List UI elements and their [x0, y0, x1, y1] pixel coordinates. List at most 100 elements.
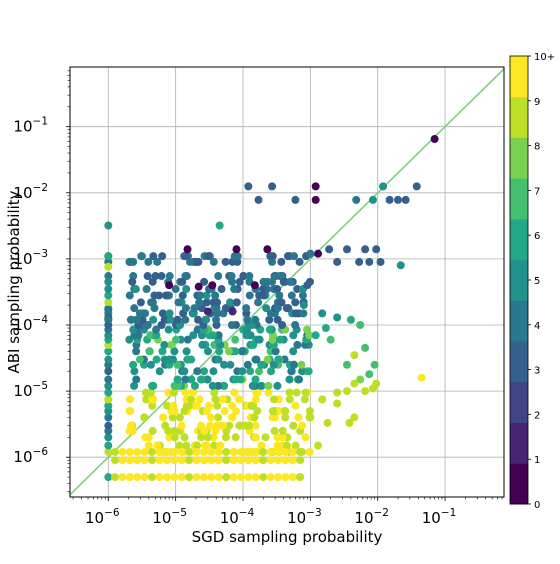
- scatter-point: [303, 325, 311, 334]
- colorbar-tick-label: 7: [534, 186, 540, 197]
- scatter-point: [304, 367, 313, 376]
- scatter-point: [104, 331, 113, 340]
- scatter-point: [177, 456, 186, 465]
- scatter-point: [235, 395, 244, 404]
- scatter-point: [430, 135, 439, 144]
- scatter-point: [169, 401, 178, 410]
- scatter-point: [306, 413, 315, 422]
- scatter-point: [153, 441, 162, 450]
- scatter-point: [133, 456, 142, 465]
- scatter-point: [274, 407, 283, 415]
- scatter-point: [197, 421, 206, 430]
- scatter-point: [125, 473, 134, 482]
- scatter-point: [227, 272, 236, 281]
- colorbar-segment: [510, 218, 528, 261]
- scatter-point: [190, 381, 199, 390]
- scatter-point: [275, 291, 284, 300]
- scatter-point: [288, 447, 297, 456]
- scatter-point: [131, 285, 140, 294]
- scatter-point: [164, 325, 173, 334]
- scatter-point: [187, 395, 196, 404]
- scatter-point: [185, 473, 194, 482]
- scatter-point: [251, 421, 260, 430]
- scatter-point: [148, 456, 157, 465]
- scatter-point: [256, 381, 265, 390]
- scatter-point: [297, 360, 306, 369]
- colorbar-tick-label: 2: [534, 410, 540, 421]
- scatter-point: [243, 360, 252, 369]
- scatter-point: [127, 421, 136, 430]
- scatter-point: [350, 413, 359, 422]
- scatter-point: [125, 407, 134, 415]
- scatter-point: [212, 315, 221, 324]
- scatter-point: [140, 413, 149, 422]
- scatter-point: [180, 367, 189, 376]
- scatter-point: [274, 473, 283, 482]
- scatter-point: [352, 195, 361, 204]
- scatter-point: [158, 347, 167, 356]
- scatter-point: [170, 347, 179, 356]
- scatter-point: [128, 277, 137, 286]
- scatter-point: [195, 298, 204, 307]
- scatter-point: [182, 441, 191, 450]
- colorbar: 0 1 2 3 4 5 6 7 8 9 10+: [509, 52, 555, 511]
- scatter-point: [209, 433, 218, 442]
- scatter-point: [129, 360, 138, 369]
- scatter-point: [368, 195, 377, 204]
- scatter-point: [118, 456, 127, 465]
- scatter-point: [155, 291, 164, 300]
- scatter-point: [246, 367, 255, 376]
- scatter-point: [182, 347, 191, 356]
- scatter-point: [204, 401, 213, 410]
- scatter-point: [104, 381, 113, 390]
- scatter-point: [171, 285, 180, 294]
- scatter-point: [104, 262, 113, 271]
- scatter-point: [141, 388, 150, 397]
- scatter-point: [298, 367, 307, 376]
- scatter-point: [111, 456, 120, 465]
- scatter-point: [259, 291, 268, 300]
- scatter-point: [269, 395, 278, 404]
- scatter-point: [171, 335, 180, 344]
- scatter-point: [166, 315, 175, 324]
- scatter-point: [266, 456, 275, 465]
- scatter-point: [393, 195, 402, 204]
- scatter-point: [129, 257, 138, 266]
- scatter-point: [104, 315, 113, 324]
- colorbar-tick-label: 5: [534, 276, 540, 287]
- scatter-point: [104, 298, 113, 307]
- scatter-point: [401, 195, 410, 204]
- scatter-point: [183, 245, 192, 254]
- scatter-point: [181, 315, 190, 324]
- scatter-point: [272, 272, 281, 281]
- scatter-point: [311, 331, 320, 340]
- scatter-point: [203, 307, 212, 316]
- scatter-point: [289, 347, 298, 356]
- scatter-point: [255, 335, 264, 344]
- scatter-point: [220, 360, 229, 369]
- scatter-point: [185, 447, 194, 456]
- scatter-point: [376, 257, 385, 266]
- scatter-point: [333, 313, 342, 322]
- scatter-point: [274, 447, 283, 456]
- scatter-point: [251, 456, 260, 465]
- scatter-point: [361, 387, 370, 396]
- scatter-point: [289, 252, 298, 261]
- scatter-point: [209, 367, 218, 376]
- scatter-point: [244, 456, 253, 465]
- colorbar-tick-label: 9: [534, 97, 540, 108]
- scatter-point: [379, 182, 388, 191]
- scatter-point: [173, 360, 182, 369]
- scatter-point: [211, 291, 220, 300]
- scatter-point: [300, 395, 309, 404]
- scatter-point: [208, 381, 217, 390]
- scatter-point: [228, 401, 237, 410]
- scatter-point: [279, 277, 288, 286]
- scatter-point: [203, 375, 212, 384]
- scatter-point: [281, 456, 290, 465]
- scatter-point: [237, 347, 246, 356]
- scatter-point: [242, 421, 251, 430]
- scatter-point: [146, 331, 155, 340]
- scatter-point: [257, 360, 266, 369]
- scatter-point: [288, 473, 297, 482]
